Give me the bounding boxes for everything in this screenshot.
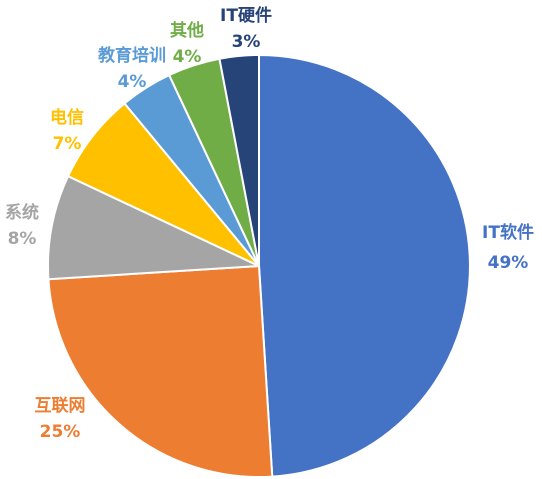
slice-value-1: 49% (488, 253, 529, 273)
slice-value-3: 8% (8, 229, 37, 249)
slice-label-4: 电信 (50, 107, 84, 128)
pie-slice-3 (47, 174, 260, 281)
pie-slice-1 (258, 53, 471, 478)
pie-slice-7 (218, 53, 260, 267)
pie-slices (47, 53, 471, 478)
slice-value-5: 4% (118, 72, 147, 92)
slice-value-4: 7% (53, 134, 82, 154)
slice-label-2: 互联网 (35, 396, 86, 416)
slice-label-1: IT软件 (482, 222, 534, 243)
pie-labels: IT软件 49% 互联网 25% 系统 8% 电信 7% 教育培训 4% 其他 4% IT硬件 3% (5, 5, 534, 442)
slice-label-7: IT硬件 (220, 5, 272, 26)
pie-slice-2 (47, 264, 274, 478)
slice-label-6: 其他 (170, 20, 204, 41)
slice-label-3: 系统 (5, 202, 39, 223)
slice-label-5: 教育培训 (97, 45, 166, 66)
slice-value-2: 25% (40, 422, 81, 442)
slice-value-6: 4% (173, 47, 202, 67)
slice-value-7: 3% (232, 32, 261, 52)
